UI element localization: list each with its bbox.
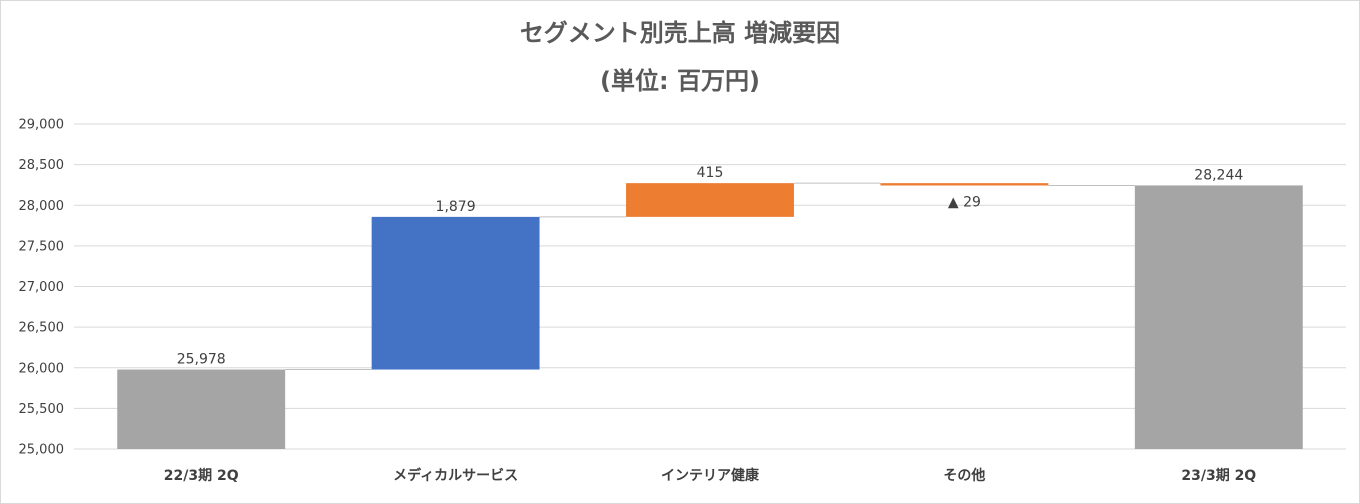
y-tick-label: 25,500 (19, 402, 65, 417)
y-tick-label: 28,500 (19, 158, 65, 173)
waterfall-bar (626, 183, 794, 217)
data-label: 28,244 (1194, 167, 1243, 183)
waterfall-bar (371, 216, 540, 370)
y-tick-label: 27,000 (19, 280, 65, 295)
y-tick-label: 25,000 (19, 443, 65, 458)
y-tick-label: 28,000 (19, 199, 65, 214)
data-label: ▲ 29 (948, 195, 981, 211)
chart-title: セグメント別売上高 増減要因 (519, 19, 841, 47)
chart-subtitle: (単位: 百万円) (600, 67, 760, 95)
y-tick-label: 29,000 (19, 118, 65, 133)
y-tick-label: 26,500 (19, 321, 65, 336)
category-label: 22/3期 2Q (164, 468, 239, 484)
category-label: インテリア健康 (661, 467, 760, 484)
category-label: メディカルサービス (393, 467, 518, 484)
data-label: 25,978 (177, 352, 226, 368)
waterfall-bar (1134, 185, 1303, 450)
y-tick-label: 27,500 (19, 239, 65, 254)
data-label: 415 (697, 165, 724, 181)
data-label: 1,879 (436, 199, 476, 215)
category-label: その他 (943, 467, 985, 484)
waterfall-bar (117, 369, 286, 449)
category-label: 23/3期 2Q (1181, 468, 1256, 484)
y-tick-label: 26,000 (19, 361, 65, 376)
waterfall-bar (880, 183, 1049, 186)
